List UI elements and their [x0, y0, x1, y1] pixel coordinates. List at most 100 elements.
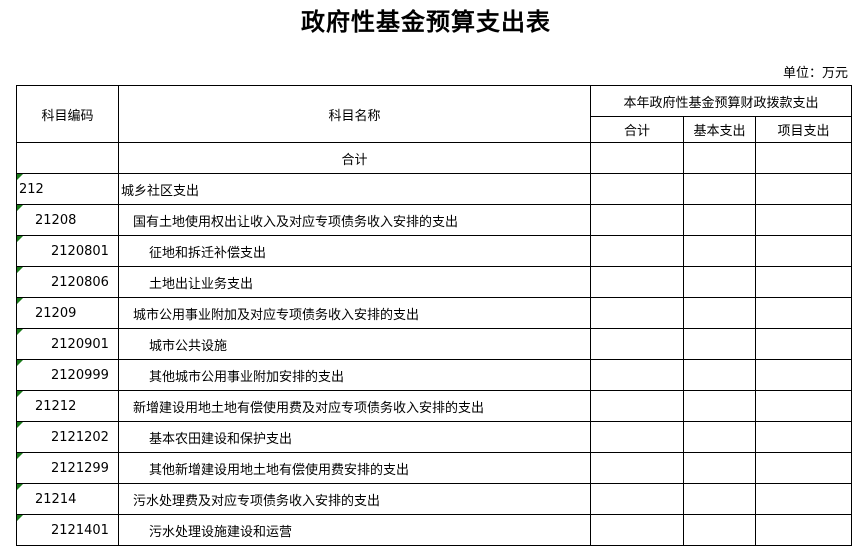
basic-cell[interactable]	[683, 390, 756, 422]
project-cell[interactable]	[755, 359, 852, 391]
code-text: 2120901	[51, 336, 109, 352]
code-cell[interactable]: 212	[16, 173, 119, 205]
name-cell[interactable]: 国有土地使用权出让收入及对应专项债务收入安排的支出	[118, 204, 591, 236]
code-cell[interactable]: 21208	[16, 204, 119, 236]
name-cell[interactable]: 污水处理费及对应专项债务收入安排的支出	[118, 483, 591, 515]
total-cell[interactable]	[590, 483, 684, 515]
name-cell[interactable]: 基本农田建设和保护支出	[118, 421, 591, 453]
name-text: 土地出让业务支出	[149, 276, 254, 292]
code-text: 21208	[35, 212, 77, 228]
total-cell[interactable]	[590, 235, 684, 267]
basic-cell[interactable]	[683, 421, 756, 453]
table-row: 2120801 征地和拆迁补偿支出	[16, 235, 852, 267]
code-cell[interactable]: 2120801	[16, 235, 119, 267]
total-cell[interactable]	[590, 204, 684, 236]
cell[interactable]	[683, 142, 756, 174]
cell[interactable]	[590, 142, 684, 174]
project-cell[interactable]	[755, 390, 852, 422]
project-cell[interactable]	[755, 235, 852, 267]
name-text: 城市公用事业附加及对应专项债务收入安排的支出	[133, 307, 420, 323]
project-cell[interactable]	[755, 173, 852, 205]
name-text: 污水处理费及对应专项债务收入安排的支出	[133, 493, 381, 509]
code-cell[interactable]: 2121202	[16, 421, 119, 453]
project-cell[interactable]	[755, 483, 852, 515]
name-cell[interactable]: 其他新增建设用地土地有偿使用费安排的支出	[118, 452, 591, 484]
expenditure-table: 科目编码 科目名称 本年政府性基金预算财政拨款支出 合计 基本支出 项目支出 合…	[16, 85, 852, 546]
name-cell[interactable]: 城乡社区支出	[118, 173, 591, 205]
total-cell[interactable]	[590, 390, 684, 422]
table-row: 2121401 污水处理设施建设和运营	[16, 514, 852, 546]
code-text: 21212	[35, 398, 77, 414]
code-text: 212	[19, 181, 44, 197]
basic-cell[interactable]	[683, 328, 756, 360]
project-cell[interactable]	[755, 452, 852, 484]
cell[interactable]	[16, 142, 119, 174]
table-row: 2120806 土地出让业务支出	[16, 266, 852, 298]
code-cell[interactable]: 21214	[16, 483, 119, 515]
code-text: 2121401	[51, 522, 109, 538]
basic-cell[interactable]	[683, 359, 756, 391]
project-cell[interactable]	[755, 514, 852, 546]
table-row: 21209 城市公用事业附加及对应专项债务收入安排的支出	[16, 297, 852, 329]
cell[interactable]	[755, 142, 852, 174]
name-text: 征地和拆迁补偿支出	[149, 245, 267, 261]
total-cell[interactable]	[590, 421, 684, 453]
header-group: 本年政府性基金预算财政拨款支出	[590, 85, 852, 117]
code-cell[interactable]: 2120806	[16, 266, 119, 298]
header-basic: 基本支出	[683, 116, 756, 143]
total-cell[interactable]	[590, 173, 684, 205]
project-cell[interactable]	[755, 328, 852, 360]
code-cell[interactable]: 21209	[16, 297, 119, 329]
name-text: 其他新增建设用地土地有偿使用费安排的支出	[149, 462, 410, 478]
project-cell[interactable]	[755, 297, 852, 329]
basic-cell[interactable]	[683, 452, 756, 484]
comment-marker-icon	[17, 453, 23, 459]
basic-cell[interactable]	[683, 514, 756, 546]
name-cell[interactable]: 其他城市公用事业附加安排的支出	[118, 359, 591, 391]
header-total: 合计	[590, 116, 684, 143]
project-cell[interactable]	[755, 204, 852, 236]
total-cell[interactable]	[590, 297, 684, 329]
total-cell[interactable]	[590, 452, 684, 484]
header-name: 科目名称	[118, 85, 591, 143]
name-text: 其他城市公用事业附加安排的支出	[149, 369, 345, 385]
name-text: 污水处理设施建设和运营	[149, 524, 293, 540]
code-cell[interactable]: 2121401	[16, 514, 119, 546]
name-cell[interactable]: 城市公用事业附加及对应专项债务收入安排的支出	[118, 297, 591, 329]
total-label[interactable]: 合计	[118, 142, 591, 174]
name-text: 基本农田建设和保护支出	[149, 431, 293, 447]
code-text: 2121299	[51, 460, 109, 476]
project-cell[interactable]	[755, 266, 852, 298]
total-cell[interactable]	[590, 359, 684, 391]
comment-marker-icon	[17, 236, 23, 242]
name-cell[interactable]: 城市公共设施	[118, 328, 591, 360]
total-cell[interactable]	[590, 328, 684, 360]
name-text: 城乡社区支出	[121, 183, 200, 199]
project-cell[interactable]	[755, 421, 852, 453]
code-cell[interactable]: 2120999	[16, 359, 119, 391]
name-cell[interactable]: 征地和拆迁补偿支出	[118, 235, 591, 267]
page-title: 政府性基金预算支出表	[301, 7, 551, 36]
table-row: 21214 污水处理费及对应专项债务收入安排的支出	[16, 483, 852, 515]
name-cell[interactable]: 土地出让业务支出	[118, 266, 591, 298]
total-cell[interactable]	[590, 514, 684, 546]
basic-cell[interactable]	[683, 235, 756, 267]
basic-cell[interactable]	[683, 173, 756, 205]
name-cell[interactable]: 新增建设用地土地有偿使用费及对应专项债务收入安排的支出	[118, 390, 591, 422]
unit-label: 单位：万元	[782, 66, 848, 81]
total-cell[interactable]	[590, 266, 684, 298]
basic-cell[interactable]	[683, 266, 756, 298]
basic-cell[interactable]	[683, 483, 756, 515]
basic-cell[interactable]	[683, 204, 756, 236]
table-row: 2120901 城市公共设施	[16, 328, 852, 360]
header-code: 科目编码	[16, 85, 119, 143]
comment-marker-icon	[17, 267, 23, 273]
code-cell[interactable]: 2121299	[16, 452, 119, 484]
table-row: 212 城乡社区支出	[16, 173, 852, 205]
code-cell[interactable]: 21212	[16, 390, 119, 422]
code-text: 2120806	[51, 274, 109, 290]
name-cell[interactable]: 污水处理设施建设和运营	[118, 514, 591, 546]
code-text: 2120999	[51, 367, 109, 383]
code-cell[interactable]: 2120901	[16, 328, 119, 360]
basic-cell[interactable]	[683, 297, 756, 329]
